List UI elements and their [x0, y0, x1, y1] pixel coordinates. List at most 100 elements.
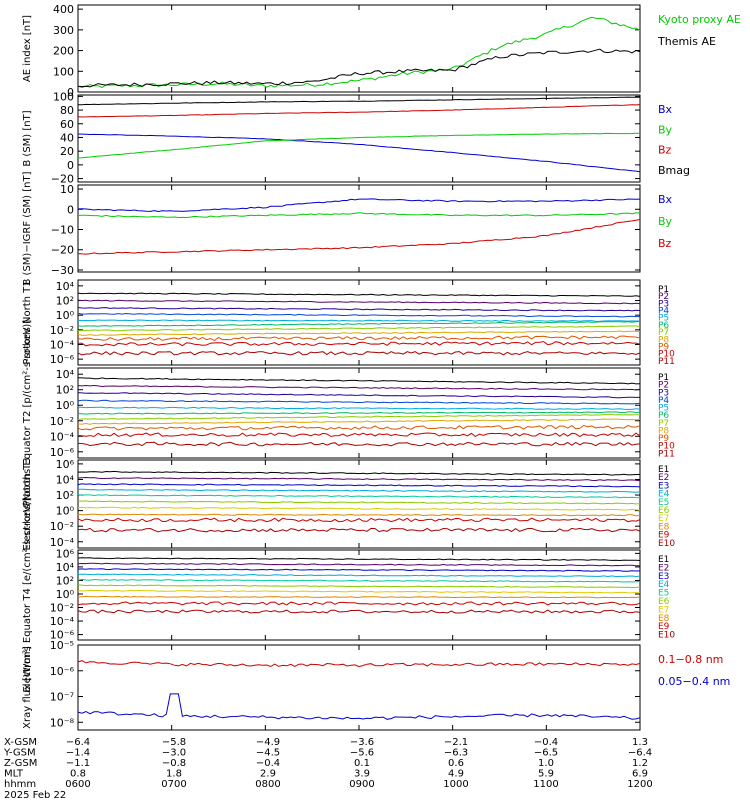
ephem-value: −4.5 — [256, 748, 280, 759]
date-label: 2025 Feb 22 — [4, 790, 66, 800]
series-group-bigrf — [77, 198, 641, 255]
y-tick-label: 10⁻⁴ — [50, 536, 75, 549]
series-group-ae — [77, 16, 641, 89]
series-eet4-e3 — [77, 568, 641, 572]
y-tick-label: 10⁴ — [56, 280, 75, 293]
legend-eet4-9: E10 — [658, 631, 675, 641]
y-tick-label: 10⁻⁴ — [50, 430, 75, 443]
ephem-value: −5.8 — [162, 737, 186, 748]
series-ent3-e2 — [77, 476, 641, 482]
series-eet4-e6 — [77, 584, 641, 589]
y-axis-label: Electrons North T3 — [22, 457, 33, 550]
legend-eet4-6: E7 — [658, 605, 669, 615]
legend-bigrf-0: Bx — [658, 193, 673, 206]
series-pet2-p8 — [77, 418, 641, 425]
series-bigrf-bx — [77, 198, 641, 213]
legend-ent3-9: E10 — [658, 539, 675, 549]
panel-frame — [77, 4, 641, 93]
ephem-value: −1.1 — [66, 758, 90, 769]
ephem-value: 6.9 — [632, 769, 648, 780]
series-pnt1-p3 — [77, 307, 641, 312]
ephem-value: 3.9 — [354, 769, 370, 780]
series-ent3-e3 — [77, 483, 641, 488]
series-bsm-bz — [77, 104, 641, 118]
y-tick-label: 10⁴ — [56, 561, 75, 574]
legend-eet4-5: E6 — [658, 597, 670, 607]
series-ent3-e10 — [77, 527, 641, 533]
y-tick-label: 100 — [53, 65, 74, 78]
y-tick-label: 20 — [60, 145, 74, 158]
ephem-value: 0.8 — [70, 769, 86, 780]
legend-ent3-5: E6 — [658, 506, 670, 516]
series-ent3-e6 — [77, 500, 641, 505]
series-bsm-bx — [77, 133, 641, 173]
y-tick-label: 60 — [60, 118, 74, 131]
series-eet4-e5 — [77, 578, 641, 583]
ephem-label-3: MLT — [4, 769, 24, 780]
ephem-value: −6.5 — [534, 748, 558, 759]
y-tick-label: 10⁻⁵ — [50, 639, 74, 652]
ephem-value: −4.9 — [256, 737, 280, 748]
y-tick-label: 10⁻² — [50, 415, 74, 428]
ephem-label-1: Y-GSM — [3, 748, 36, 759]
ephem-value: −0.8 — [162, 758, 186, 769]
legend-eet4-4: E5 — [658, 589, 669, 599]
y-tick-label: −30 — [51, 264, 74, 277]
series-pet2-p2 — [77, 384, 641, 391]
ephem-value: 1200 — [627, 779, 652, 790]
panel-ae: 0 100 200 300 400 AE index [nT] Kyoto proxy AE… — [22, 3, 741, 99]
legend-pnt1-9: P10 — [658, 350, 675, 360]
panel-xray: 10⁻⁵ 10⁻⁶ 10⁻⁷ 10⁻⁸ Xray flux [W/m²] 0.1−0.8 … — [22, 639, 730, 731]
series-ae-kyoto-proxy-ae — [77, 16, 641, 89]
y-tick-label: −20 — [51, 244, 74, 257]
y-tick-label: 0 — [67, 86, 74, 99]
y-tick-label: 10⁻⁶ — [50, 353, 75, 366]
y-tick-label: 200 — [53, 45, 74, 58]
ephem-value: −5.6 — [350, 748, 374, 759]
legend-eet4-1: E2 — [658, 563, 669, 573]
series-ent3-e5 — [77, 494, 640, 499]
y-axis-label: Xray flux [W/m²] — [22, 646, 33, 729]
y-axis-label: Protons Equator T2 [p/(cm²-s-sr-keV)] — [22, 320, 33, 507]
ephem-value: 1.0 — [538, 758, 554, 769]
series-ent3-e4 — [78, 488, 641, 493]
series-pet2-p7 — [77, 414, 641, 420]
y-tick-label: 10⁻⁶ — [50, 665, 75, 678]
legend-bsm-2: Bz — [658, 144, 672, 157]
series-eet4-e4 — [77, 573, 641, 578]
legend-pnt1-7: P8 — [658, 335, 669, 345]
y-tick-label: 10⁴ — [56, 368, 75, 381]
legend-xray-0: 0.1−0.8 nm — [658, 653, 723, 666]
ephem-value: −3.6 — [350, 737, 374, 748]
y-axis-label: Protons North T1 — [22, 280, 33, 364]
y-tick-label: 10² — [56, 574, 74, 587]
legend-bsm-0: Bx — [658, 103, 673, 116]
ephem-value: −3.0 — [162, 748, 186, 759]
y-axis-label: Electrons Equator T4 [e/(cm²-s-sr-keV)] — [22, 497, 33, 692]
ephem-value: −6.4 — [66, 737, 90, 748]
series-pet2-p9 — [77, 424, 641, 431]
y-axis-label: B (SM) [nT] — [22, 110, 33, 166]
legend-bsm-3: Bmag — [658, 164, 690, 177]
series-group-eet4 — [77, 557, 641, 614]
y-tick-label: 40 — [60, 131, 74, 144]
y-tick-label: 10⁰ — [56, 505, 75, 518]
series-pet2-p3 — [77, 392, 640, 399]
y-tick-label: 10² — [56, 384, 74, 397]
y-tick-label: 10⁻⁴ — [50, 615, 75, 628]
y-tick-label: 80 — [60, 104, 74, 117]
ephem-value: 2.9 — [260, 769, 276, 780]
legend-pnt1-8: P9 — [658, 342, 669, 352]
series-pnt1-p8 — [77, 330, 641, 336]
y-tick-label: 10⁴ — [56, 473, 75, 486]
series-group-xray — [77, 660, 641, 720]
ephem-value: 1000 — [443, 779, 468, 790]
ephem-value: 1.2 — [632, 758, 648, 769]
ephem-value: −0.4 — [534, 737, 558, 748]
legend-pnt1-10: P11 — [658, 357, 675, 367]
